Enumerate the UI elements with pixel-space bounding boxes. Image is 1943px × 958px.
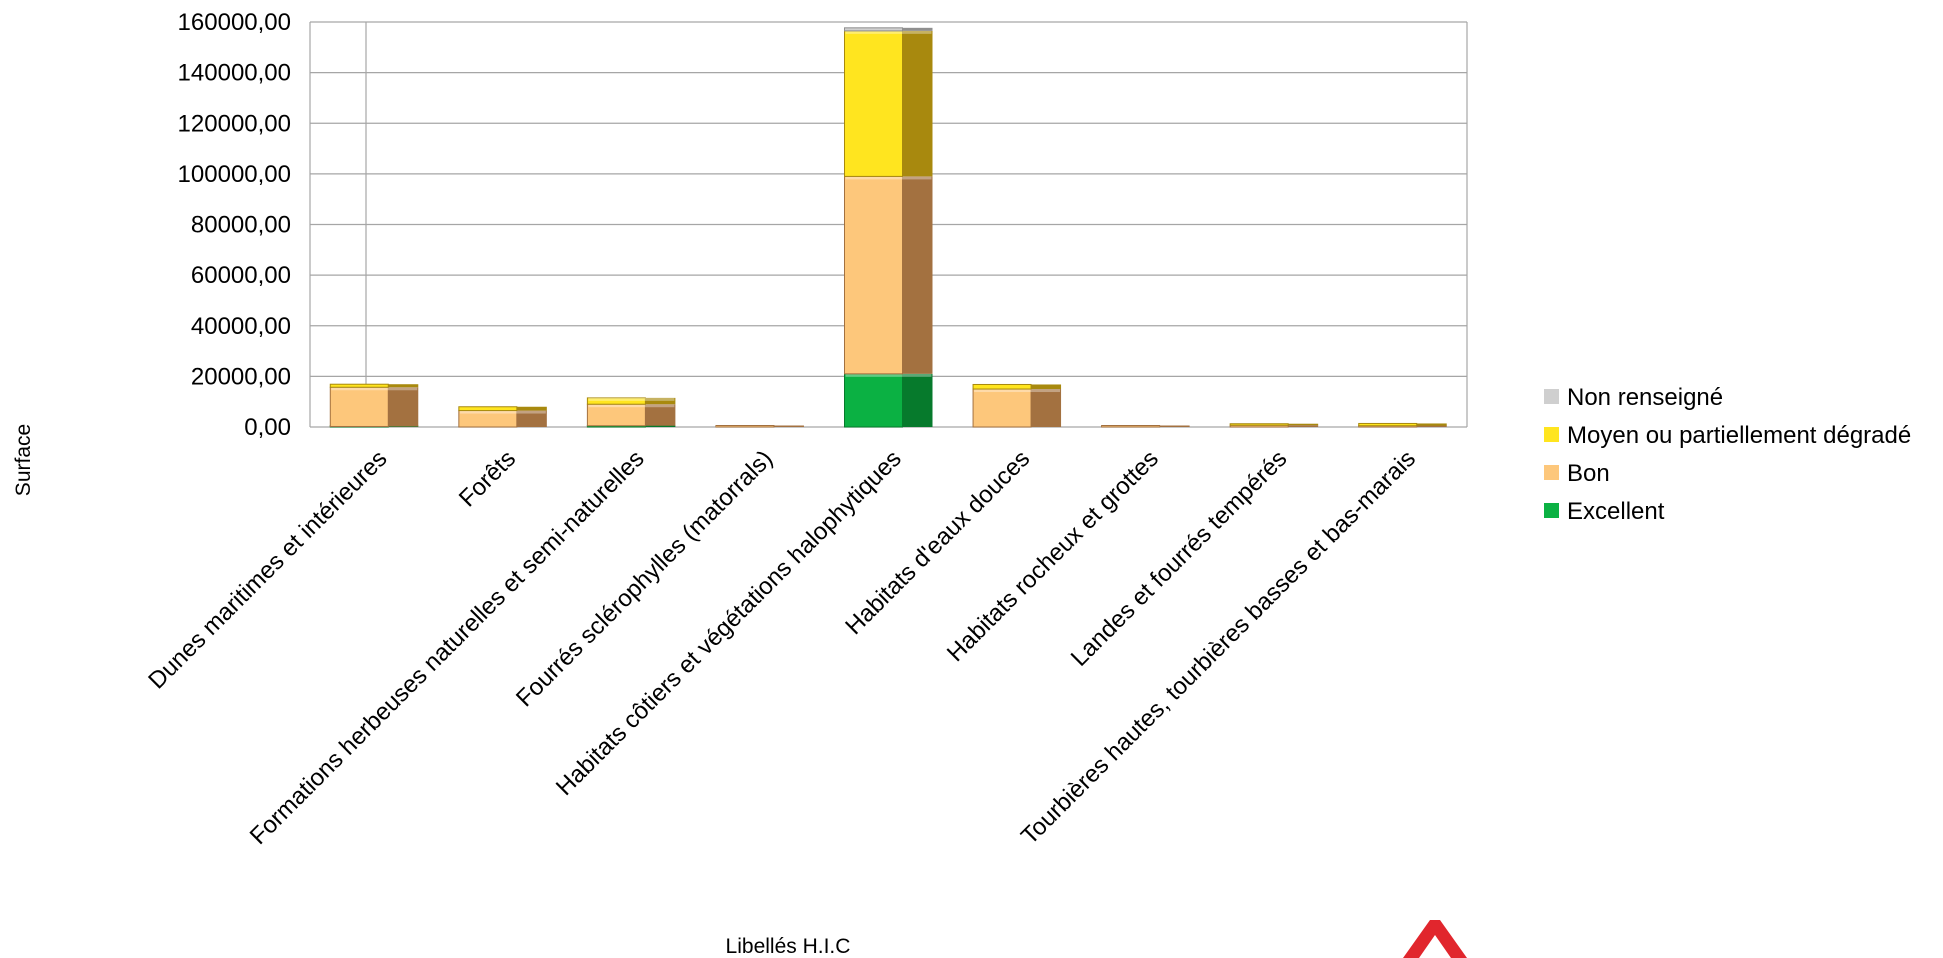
bar-highlight xyxy=(845,373,932,377)
bar-highlight xyxy=(845,176,932,180)
bar-segment xyxy=(844,175,933,375)
bar-front xyxy=(844,373,903,428)
x-category-label: Dunes maritimes et intérieures xyxy=(143,445,392,694)
bar-segment xyxy=(586,397,676,405)
y-tick-label: 100000,00 xyxy=(178,161,291,188)
bar-segment xyxy=(972,388,1062,428)
bar-segment xyxy=(586,403,676,427)
bar-front xyxy=(844,175,903,375)
bar-front xyxy=(458,406,518,412)
bar-side xyxy=(1416,423,1447,426)
bar-side xyxy=(902,373,933,427)
bars xyxy=(329,27,1447,428)
bar-side xyxy=(516,410,547,427)
legend-swatch xyxy=(1544,427,1559,442)
bar-side xyxy=(902,176,933,374)
y-tick-label: 40000,00 xyxy=(191,313,291,340)
bar-segment xyxy=(844,27,933,32)
legend-swatch xyxy=(1544,503,1559,518)
bar-side xyxy=(1416,425,1447,427)
bar-segment xyxy=(1358,422,1447,427)
x-category-labels: Dunes maritimes et intérieures ForêtsForm… xyxy=(143,445,1421,850)
bar-segment xyxy=(972,383,1062,390)
y-tick-label: 140000,00 xyxy=(178,60,291,87)
bar-side xyxy=(773,425,804,427)
legend-swatch xyxy=(1544,465,1559,480)
x-category-label: Landes et fourrés tempérés xyxy=(1066,445,1293,672)
bar-front xyxy=(329,383,389,388)
bar-side xyxy=(902,30,933,177)
bar-front xyxy=(1358,422,1418,427)
bar-front xyxy=(1101,425,1161,428)
bar-side xyxy=(1031,384,1062,390)
red-chevron-logo xyxy=(1403,920,1467,958)
bar-side xyxy=(645,404,676,426)
y-tick-labels: 0,00 20000,00 40000,00 60000,00 80000,00 1000… xyxy=(178,9,291,441)
legend-label: Bon xyxy=(1567,460,1610,487)
y-tick-label: 80000,00 xyxy=(191,212,291,239)
x-category-label: Habitats rocheux et grottes xyxy=(942,445,1164,667)
legend-label: Moyen ou partiellement dégradé xyxy=(1567,422,1911,449)
bar-segment xyxy=(458,406,547,412)
bar-segment xyxy=(329,386,419,427)
bar-segment xyxy=(329,383,419,388)
y-axis-title: Surface xyxy=(12,424,35,496)
bar-front xyxy=(972,388,1032,428)
bar-front xyxy=(844,27,903,32)
bar-side xyxy=(645,397,676,405)
x-category-label: Fourrés sclérophylles (matorrals) xyxy=(511,445,778,712)
bar-front xyxy=(844,30,903,177)
legend-label: Excellent xyxy=(1567,498,1665,525)
bar-side xyxy=(388,384,419,388)
legend-label: Non renseigné xyxy=(1567,384,1723,411)
y-tick-label: 60000,00 xyxy=(191,262,291,289)
bar-highlight xyxy=(588,397,675,401)
bar-segment xyxy=(715,425,804,428)
bar-segment xyxy=(1229,423,1319,426)
y-tick-label: 20000,00 xyxy=(191,363,291,390)
bar-front xyxy=(1229,423,1289,426)
bar-side xyxy=(1031,389,1062,427)
bar-front xyxy=(972,383,1032,390)
bar-highlight xyxy=(459,410,546,414)
y-tick-label: 0,00 xyxy=(244,414,291,441)
bar-segment xyxy=(844,373,933,428)
bar-front xyxy=(586,403,646,427)
bar-side xyxy=(516,406,547,411)
bar-side xyxy=(388,387,419,427)
bar-side xyxy=(902,27,933,31)
bar-side xyxy=(1288,423,1319,426)
bar-segment xyxy=(844,30,933,177)
bar-highlight xyxy=(845,30,932,34)
bar-front xyxy=(329,386,389,427)
bar-highlight xyxy=(331,387,418,391)
bar-segment xyxy=(1101,425,1190,428)
x-axis-title: Libellés H.I.C xyxy=(726,935,851,958)
legend-swatch xyxy=(1544,389,1559,404)
bar-front xyxy=(715,425,775,428)
bar-side xyxy=(1288,425,1319,427)
y-tick-label: 160000,00 xyxy=(178,9,291,36)
legend: Non renseigné Moyen ou partiellement dégr… xyxy=(1544,384,1911,525)
y-tick-label: 120000,00 xyxy=(178,110,291,137)
bar-side xyxy=(1159,425,1190,427)
bar-side xyxy=(645,425,676,427)
bar-highlight xyxy=(588,404,675,408)
bar-highlight xyxy=(974,389,1061,393)
bar-segment xyxy=(458,410,547,428)
x-category-label: Forêts xyxy=(454,445,521,512)
